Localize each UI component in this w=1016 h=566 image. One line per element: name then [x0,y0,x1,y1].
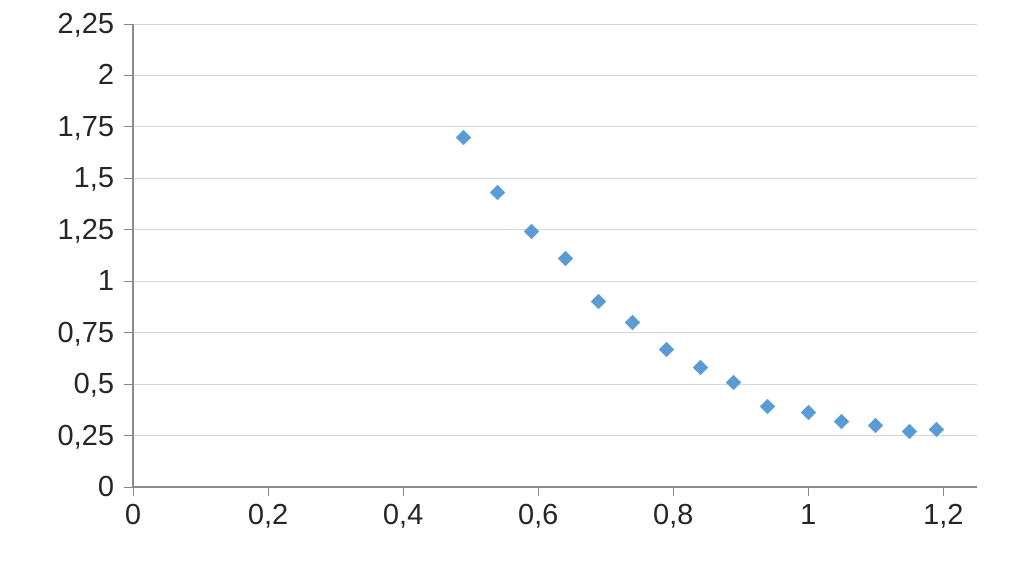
data-point [759,398,776,415]
y-axis-tick [124,23,133,25]
x-axis-tick [537,487,539,496]
data-point [523,224,540,240]
gridline [133,177,977,179]
x-axis-line [133,486,977,488]
y-tick-label: 1,75 [57,110,114,143]
data-point [624,314,641,331]
y-tick-label: 2 [97,59,114,92]
data-point [726,374,742,390]
gridline [133,435,977,437]
y-axis-tick [124,280,133,282]
gridline [133,126,977,128]
x-axis-tick [132,487,134,496]
gridline [133,280,977,282]
gridline [133,74,977,76]
x-tick-label: 1,2 [923,499,964,531]
x-tick-label: 1 [800,499,817,531]
y-tick-label: 0,75 [57,316,114,349]
y-axis-tick [124,126,133,128]
y-axis-tick [124,229,133,231]
y-axis-tick [124,177,133,179]
gridline [133,23,977,25]
x-axis-tick [672,487,674,496]
gridline [133,332,977,334]
y-tick-label: 1,5 [73,162,114,195]
data-point [867,417,884,434]
gridline [133,229,977,231]
data-point [901,423,918,440]
gridline [133,383,977,385]
y-tick-label: 0 [97,471,114,503]
x-tick-label: 0,4 [382,499,424,531]
x-axis-tick [402,487,404,496]
data-point [834,413,850,429]
data-point [692,359,708,376]
y-tick-label: 1 [97,265,114,298]
data-point [658,341,675,357]
y-axis-line [132,24,134,487]
y-axis-tick [124,332,133,334]
y-axis-tick [124,486,133,488]
x-tick-label: 0,8 [652,499,694,531]
data-point [591,294,607,310]
y-tick-label: 0,5 [73,368,114,401]
y-axis-tick [124,74,133,76]
x-tick-label: 0 [124,499,142,531]
x-axis-tick [267,487,269,496]
x-axis-tick [942,487,944,496]
data-point [456,129,472,145]
y-tick-label: 1,25 [57,213,114,246]
x-tick-label: 0,2 [247,499,289,531]
data-point [557,250,573,267]
x-tick-label: 0,6 [517,499,559,531]
y-tick-label: 0,25 [57,419,114,452]
data-point [489,184,506,201]
x-axis-tick [807,487,809,496]
y-axis-tick [124,435,133,437]
y-axis-tick [124,383,133,385]
data-point [800,405,816,421]
y-tick-label: 2,25 [57,8,114,40]
